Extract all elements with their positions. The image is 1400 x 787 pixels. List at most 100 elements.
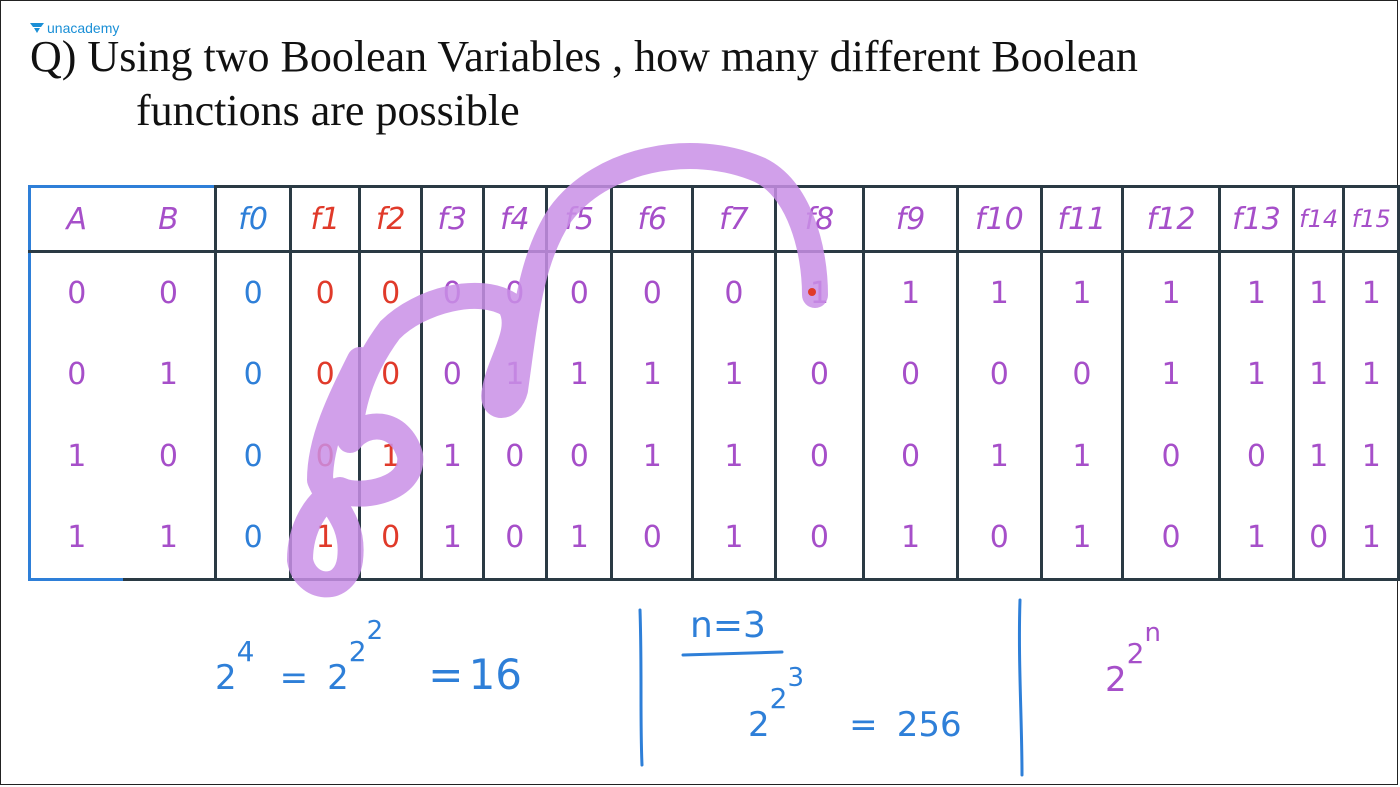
- cell-f5: 0: [545, 415, 614, 498]
- cell-f5: 1: [545, 333, 614, 416]
- cell-f15: 1: [1342, 333, 1400, 416]
- cell-f13: 0: [1217, 415, 1295, 498]
- eq2-base: 2: [748, 705, 770, 745]
- cell-f3: 1: [419, 415, 485, 498]
- header-f3: f3: [419, 185, 485, 253]
- header-f11: f11: [1039, 185, 1125, 253]
- cell-f10: 1: [956, 415, 1043, 498]
- header-f13: f13: [1217, 185, 1295, 253]
- cell-f8: 0: [773, 497, 866, 581]
- cell-a: 1: [27, 415, 123, 498]
- cell-f11: 0: [1039, 333, 1125, 416]
- eq1-exp2: 2: [348, 635, 367, 668]
- cell-f0: 0: [214, 497, 293, 581]
- header-f15: f15: [1342, 185, 1400, 253]
- cell-f12: 0: [1121, 415, 1221, 498]
- cell-f0: 0: [214, 333, 293, 416]
- cell-f4: 0: [481, 415, 549, 498]
- eq1-base2: 2: [327, 658, 349, 698]
- header-f8: f8: [773, 185, 866, 253]
- question-line-2: functions are possible: [136, 86, 520, 135]
- cell-f1: 0: [289, 333, 362, 416]
- cell-f11: 1: [1039, 251, 1125, 334]
- header-f4: f4: [481, 185, 549, 253]
- cell-f11: 1: [1039, 497, 1125, 581]
- eq1-equals: =: [279, 658, 309, 698]
- cell-f8: 1: [773, 251, 866, 334]
- cell-f7: 0: [691, 251, 777, 334]
- cell-f1: 0: [289, 251, 362, 334]
- truth-table: A B f0 f1 f2 f3 f4 f5 f6 f7 f8 f9 f10 f11 f12 f13 f14 f…: [27, 185, 1400, 581]
- cell-f0: 0: [214, 415, 293, 498]
- cell-f14: 0: [1291, 497, 1346, 581]
- cell-f1: 1: [289, 497, 362, 581]
- header-a: A: [27, 185, 123, 253]
- cell-f10: 0: [956, 497, 1043, 581]
- header-f1: f1: [289, 185, 362, 253]
- cell-f14: 1: [1291, 415, 1346, 498]
- header-f12: f12: [1121, 185, 1221, 253]
- cell-f15: 1: [1342, 415, 1400, 498]
- cell-f7: 1: [691, 497, 777, 581]
- cell-f4: 0: [481, 251, 549, 334]
- eq3-exp2: n: [1144, 618, 1161, 648]
- eq1-exp1: 4: [236, 635, 255, 668]
- truth-table-wrap: A B f0 f1 f2 f3 f4 f5 f6 f7 f8 f9 f10 f11 f12 f13 f14 f…: [27, 185, 1400, 581]
- cell-f3: 0: [419, 333, 485, 416]
- cell-f13: 1: [1217, 333, 1295, 416]
- cell-f13: 1: [1217, 251, 1295, 334]
- header-f5: f5: [545, 185, 614, 253]
- cell-f4: 0: [481, 497, 549, 581]
- eq3-exp1: 2: [1126, 637, 1145, 670]
- cell-f5: 1: [545, 497, 614, 581]
- cell-f2: 0: [358, 333, 423, 416]
- header-f7: f7: [691, 185, 777, 253]
- cell-f10: 1: [956, 251, 1043, 334]
- header-f9: f9: [862, 185, 960, 253]
- equation-16: 24 = 222 = 16: [215, 616, 523, 699]
- cell-a: 0: [27, 251, 123, 334]
- cell-f7: 1: [691, 415, 777, 498]
- cell-f4: 1: [481, 333, 549, 416]
- cell-f12: 0: [1121, 497, 1221, 581]
- cell-f1: 0: [289, 415, 362, 498]
- cell-f7: 1: [691, 333, 777, 416]
- equation-256-body: 223 = 256: [748, 663, 962, 745]
- cell-f10: 0: [956, 333, 1043, 416]
- eq2-equals: =: [849, 705, 878, 745]
- cell-f15: 1: [1342, 497, 1400, 581]
- cell-b: 0: [122, 251, 218, 334]
- cell-f14: 1: [1291, 333, 1346, 416]
- unacademy-logo-icon: [30, 23, 44, 33]
- eq2-exp1: 2: [769, 682, 788, 715]
- cell-f9: 0: [862, 333, 960, 416]
- cell-f12: 1: [1121, 251, 1221, 334]
- cell-f6: 1: [610, 415, 695, 498]
- eq1-base1: 2: [215, 658, 237, 698]
- cell-a: 1: [27, 497, 123, 581]
- cell-f15: 1: [1342, 251, 1400, 334]
- cell-f9: 1: [862, 497, 960, 581]
- cell-f12: 1: [1121, 333, 1221, 416]
- question-text: Q) Using two Boolean Variables , how man…: [30, 30, 1330, 138]
- eq2-result: 256: [896, 705, 962, 745]
- eq3-base: 2: [1105, 660, 1127, 700]
- cell-f8: 0: [773, 333, 866, 416]
- cell-f5: 0: [545, 251, 614, 334]
- eq2-label: n=3: [690, 605, 766, 646]
- brand-logo: unacademy: [30, 20, 119, 36]
- eq1-result: 16: [468, 650, 523, 699]
- cell-f9: 1: [862, 251, 960, 334]
- header-f0: f0: [214, 185, 293, 253]
- header-f6: f6: [610, 185, 695, 253]
- cell-f2: 0: [358, 251, 423, 334]
- eq2-exp2: 3: [787, 663, 805, 693]
- cell-f3: 1: [419, 497, 485, 581]
- cell-f6: 0: [610, 251, 695, 334]
- cell-f3: 0: [419, 251, 485, 334]
- cell-b: 0: [122, 415, 218, 498]
